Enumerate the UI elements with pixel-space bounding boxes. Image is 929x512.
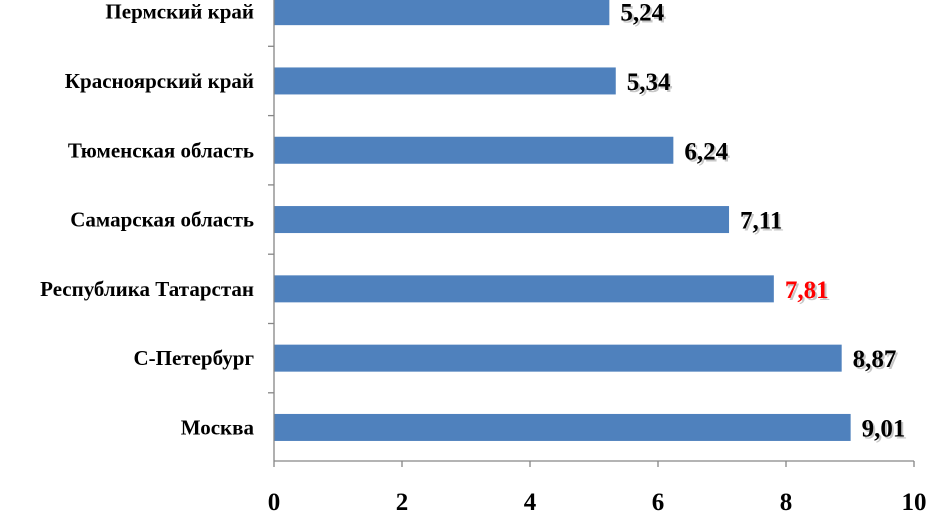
x-tick-label: 0 [268,489,281,512]
value-label: 5,24 [620,0,664,27]
category-label: Красноярский край [65,69,254,93]
value-label-shadow: 7,11 [742,210,784,237]
bar [274,344,842,372]
x-tick-label: 4 [524,489,537,512]
value-label-shadow: 6,24 [686,140,730,167]
value-label: 8,87 [853,346,897,373]
bars-group [274,0,851,441]
category-label: Пермский край [105,0,254,24]
category-label: Тюменская область [68,138,254,162]
category-label: Самарская область [70,208,254,232]
bar [274,67,616,95]
value-label: 5,34 [627,69,671,96]
x-tick-label: 6 [652,489,665,512]
value-label-shadow: 5,34 [629,71,673,98]
bar [274,0,610,26]
value-label: 7,11 [740,208,782,235]
x-tick-label: 8 [780,489,793,512]
axes-group [268,0,915,467]
bar [274,136,674,164]
value-label-shadow: 9,01 [864,417,908,444]
bar [274,275,774,303]
value-label-shadow: 7,81 [787,279,831,306]
category-label: Республика Татарстан [40,277,254,301]
x-tick-label: 2 [396,489,409,512]
value-label-shadow: 5,24 [622,2,666,29]
value-label: 9,01 [862,415,906,442]
bar [274,206,730,234]
value-label-shadow: 8,87 [855,348,899,375]
category-label: Москва [181,415,255,439]
value-label: 7,81 [785,277,829,304]
bar [274,413,851,441]
category-label: С-Петербург [133,346,254,370]
value-label: 6,24 [684,138,728,165]
x-tick-label: 10 [902,489,927,512]
